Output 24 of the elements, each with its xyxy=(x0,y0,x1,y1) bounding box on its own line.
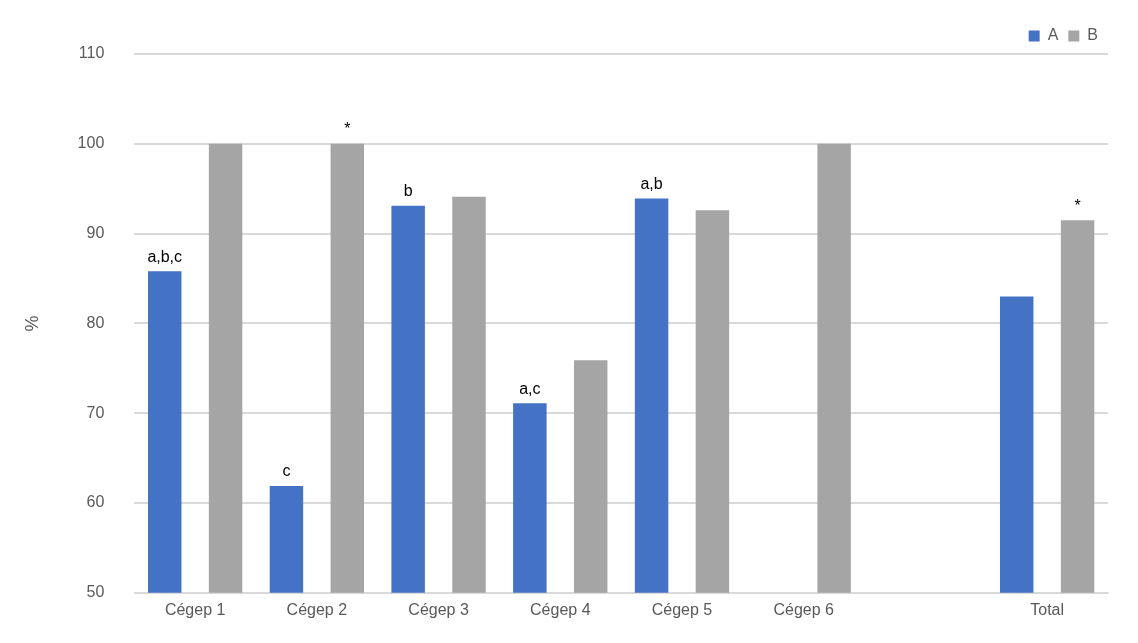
legend-label: B xyxy=(1087,26,1098,44)
y-tick-label: 60 xyxy=(86,493,105,511)
data-label: a,b,c xyxy=(147,247,183,265)
data-label: a,c xyxy=(519,379,541,397)
x-tick-label: Cégep 2 xyxy=(286,600,348,618)
y-tick-label: 50 xyxy=(86,583,105,601)
x-tick-label: Cégep 3 xyxy=(408,600,469,618)
y-tick-label: 90 xyxy=(86,224,105,242)
x-tick-label: Cégep 5 xyxy=(651,600,713,618)
x-tick-label: Cégep 1 xyxy=(164,600,226,618)
data-label: a,b xyxy=(640,174,663,192)
y-tick-label: 110 xyxy=(78,44,105,62)
data-label: c xyxy=(282,462,291,480)
legend-label: A xyxy=(1047,26,1059,44)
y-tick-label: 100 xyxy=(77,134,105,152)
data-label: * xyxy=(344,120,351,138)
x-tick-label: Cégep 6 xyxy=(773,600,835,618)
y-tick-label: 70 xyxy=(86,403,105,421)
x-tick-label: Total xyxy=(1030,600,1065,618)
x-tick-label: Cégep 4 xyxy=(530,600,591,618)
data-label: * xyxy=(1074,196,1081,214)
y-axis-title: % xyxy=(21,315,42,332)
data-label: b xyxy=(403,182,413,200)
y-tick-label: 80 xyxy=(86,313,105,331)
